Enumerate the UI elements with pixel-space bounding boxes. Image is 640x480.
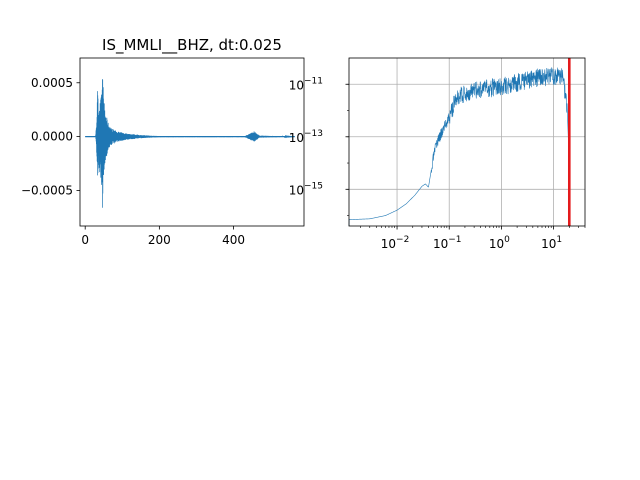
waveform-y-tick-label: −0.0005 — [21, 183, 73, 197]
waveform-y-tick-label: 0.0005 — [31, 76, 73, 90]
waveform-plot-area — [85, 79, 295, 208]
spectrum-plot-area — [348, 67, 570, 227]
waveform-y-axis: 0.0005 0.0000 −0.0005 — [21, 76, 80, 197]
spectrum-series-line — [348, 67, 570, 227]
waveform-x-tick-label: 0 — [81, 233, 89, 247]
waveform-x-tick-label: 400 — [222, 233, 245, 247]
waveform-series-line — [85, 79, 295, 208]
waveform-x-axis: 0 200 400 — [81, 226, 245, 247]
waveform-y-tick-label: 0.0000 — [31, 130, 73, 144]
waveform-x-tick-label: 200 — [148, 233, 171, 247]
waveform-panel: IS_MMLI__BHZ, dt:0.025 0 200 400 0.00050.0… — [21, 36, 305, 247]
waveform-title: IS_MMLI__BHZ, dt:0.025 — [102, 36, 282, 55]
spectrum-axes-frame — [348, 57, 586, 227]
spectrum-x-axis: 10−2 10−1 100 101 — [360, 226, 586, 251]
waveform-axes-frame — [79, 57, 305, 227]
